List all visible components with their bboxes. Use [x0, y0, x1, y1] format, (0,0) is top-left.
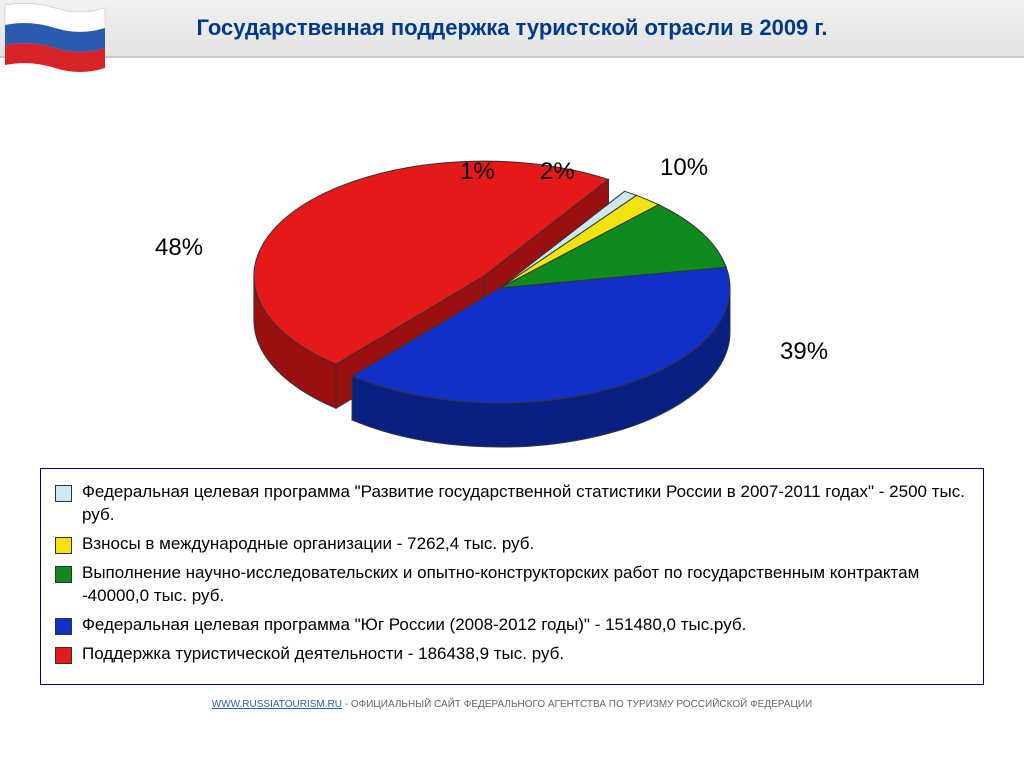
legend-swatch [55, 485, 72, 502]
pie-slice-label: 2% [540, 158, 575, 186]
legend-swatch [55, 566, 72, 583]
page-title: Государственная поддержка туристской отр… [197, 15, 828, 41]
legend-text: Федеральная целевая программа "Юг России… [82, 614, 969, 637]
footer-text: - ОФИЦИАЛЬНЫЙ САЙТ ФЕДЕРАЛЬНОГО АГЕНТСТВ… [342, 699, 812, 710]
footer-link[interactable]: WWW.RUSSIATOURISM.RU [212, 699, 342, 710]
legend-text: Поддержка туристической деятельности - 1… [82, 643, 969, 666]
legend-text: Федеральная целевая программа "Развитие … [82, 481, 969, 527]
legend-item: Поддержка туристической деятельности - 1… [55, 643, 969, 666]
legend-item: Федеральная целевая программа "Юг России… [55, 614, 969, 637]
pie-chart: 48% 1% 2% 10% 39% [0, 58, 1024, 458]
legend-swatch [55, 618, 72, 635]
legend-text: Выполнение научно-исследовательских и оп… [82, 562, 969, 608]
legend-item: Взносы в международные организации - 726… [55, 533, 969, 556]
pie-chart-svg [0, 58, 1024, 458]
legend-text: Взносы в международные организации - 726… [82, 533, 969, 556]
pie-slice-label: 48% [155, 234, 203, 262]
legend-item: Выполнение научно-исследовательских и оп… [55, 562, 969, 608]
pie-slice-label: 1% [460, 158, 495, 186]
legend-swatch [55, 647, 72, 664]
legend: Федеральная целевая программа "Развитие … [40, 468, 984, 685]
footer: WWW.RUSSIATOURISM.RU - ОФИЦИАЛЬНЫЙ САЙТ … [0, 699, 1024, 710]
pie-slice-label: 10% [660, 154, 708, 182]
header-bar: Государственная поддержка туристской отр… [0, 0, 1024, 58]
pie-slice-label: 39% [780, 338, 828, 366]
legend-item: Федеральная целевая программа "Развитие … [55, 481, 969, 527]
legend-swatch [55, 537, 72, 554]
